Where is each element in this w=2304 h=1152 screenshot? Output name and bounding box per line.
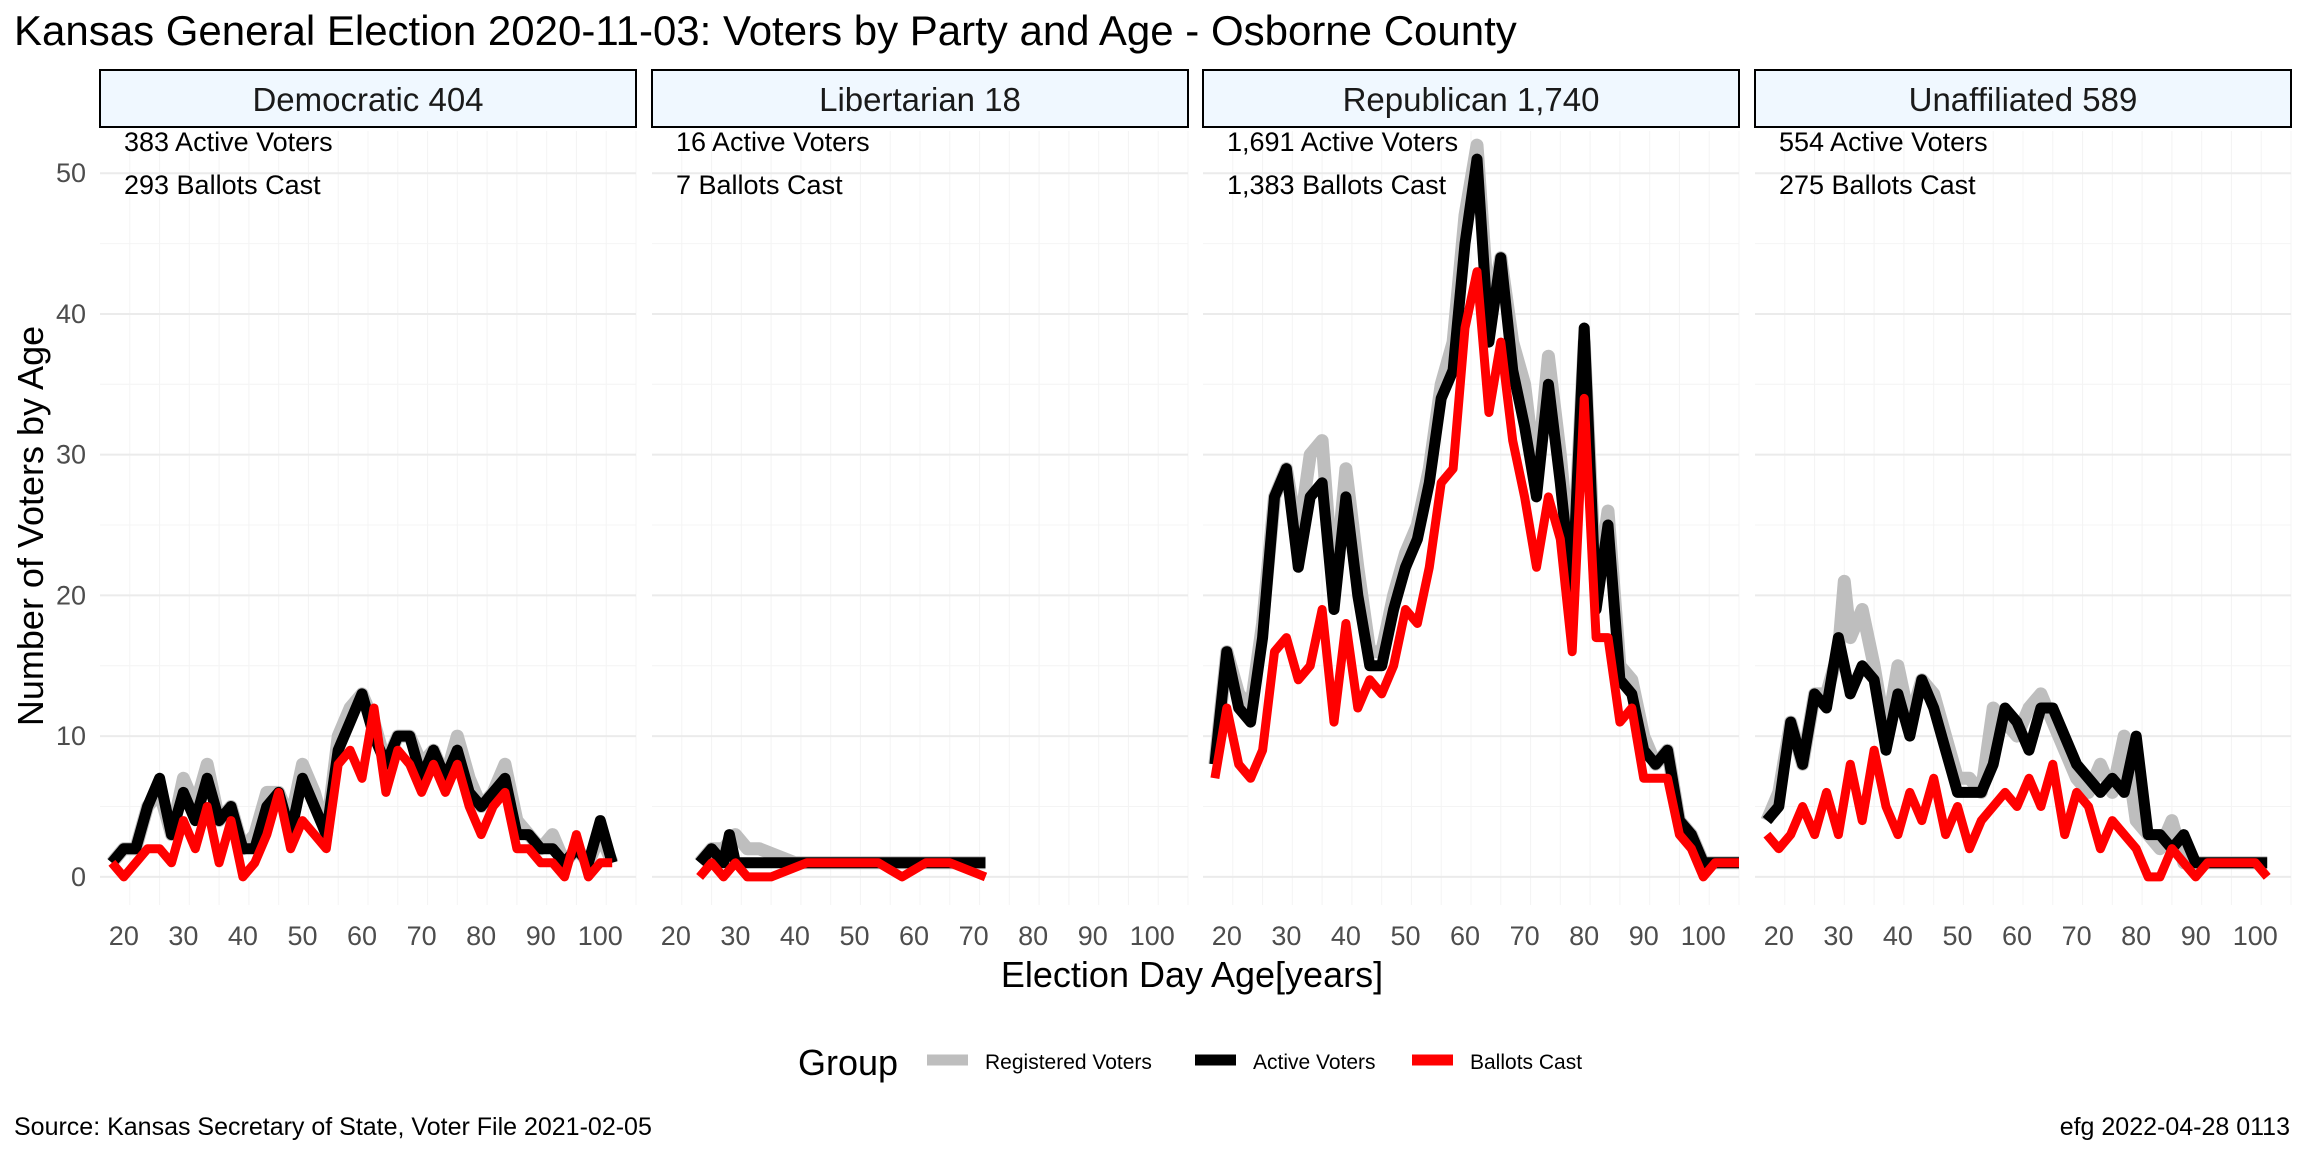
source-note: Source: Kansas Secretary of State, Voter… — [14, 1113, 652, 1141]
y-tick-label: 10 — [56, 721, 86, 751]
x-tick-label: 30 — [1271, 921, 1301, 951]
x-tick-label: 70 — [2062, 921, 2092, 951]
x-tick-label: 90 — [526, 921, 556, 951]
x-tick-label: 80 — [2121, 921, 2151, 951]
panel-annotation: 16 Active Voters — [676, 127, 870, 157]
x-tick-label: 80 — [466, 921, 496, 951]
x-tick-label: 50 — [287, 921, 317, 951]
timestamp-note: efg 2022-04-28 0113 — [2060, 1113, 2290, 1141]
x-tick-label: 40 — [1331, 921, 1361, 951]
x-tick-label: 50 — [839, 921, 869, 951]
x-tick-label: 30 — [168, 921, 198, 951]
x-tick-label: 100 — [2233, 921, 2278, 951]
x-tick-label: 80 — [1569, 921, 1599, 951]
panel-annotation: 1,691 Active Voters — [1227, 127, 1458, 157]
x-tick-label: 50 — [1390, 921, 1420, 951]
legend-entry-label: Active Voters — [1253, 1051, 1376, 1074]
x-tick-label: 20 — [1764, 921, 1794, 951]
panel-annotation: 293 Ballots Cast — [124, 170, 321, 200]
x-tick-label: 60 — [899, 921, 929, 951]
x-tick-label: 30 — [1823, 921, 1853, 951]
x-tick-label: 100 — [1130, 921, 1175, 951]
x-tick-label: 40 — [780, 921, 810, 951]
panel-annotation: 275 Ballots Cast — [1779, 170, 1976, 200]
facet-strip — [99, 69, 637, 128]
series-line — [108, 703, 613, 882]
x-tick-label: 70 — [959, 921, 989, 951]
series-line — [1762, 632, 2268, 869]
series-line — [1209, 153, 1739, 869]
x-tick-label: 60 — [2002, 921, 2032, 951]
y-tick-label: 20 — [56, 580, 86, 610]
x-axis-label: Election Day Age[years] — [1001, 954, 1383, 995]
legend-entry-label: Ballots Cast — [1470, 1051, 1582, 1074]
legend-key — [925, 1044, 970, 1077]
panel-annotation: 1,383 Ballots Cast — [1227, 170, 1447, 200]
x-tick-label: 40 — [1883, 921, 1913, 951]
facet-strip-label: Libertarian 18 — [819, 81, 1021, 118]
facet-strip — [1754, 69, 2292, 128]
facet-panel: Republican 1,740 1,691 Active Voters 1,383… — [1202, 69, 1740, 951]
x-tick-label: 20 — [1212, 921, 1242, 951]
series-line — [1210, 267, 1739, 882]
x-tick-label: 90 — [1629, 921, 1659, 951]
series-line — [1763, 745, 2271, 882]
series-line — [107, 688, 618, 869]
facet-strip-label: Democratic 404 — [252, 81, 483, 118]
x-tick-label: 100 — [578, 921, 623, 951]
grid — [652, 131, 1189, 905]
x-tick-label: 20 — [661, 921, 691, 951]
panels: Democratic 404 383 Active Voters 293 Ballo… — [56, 69, 2292, 951]
panel-annotation: 554 Active Voters — [1779, 127, 1988, 157]
x-tick-label: 90 — [1078, 921, 1108, 951]
y-tick-label: 0 — [71, 862, 86, 892]
y-tick-label: 40 — [56, 299, 86, 329]
x-tick-label: 30 — [720, 921, 750, 951]
x-tick-label: 100 — [1681, 921, 1726, 951]
x-tick-label: 60 — [1450, 921, 1480, 951]
x-tick-label: 70 — [407, 921, 437, 951]
chart-title: Kansas General Election 2020-11-03: Vote… — [14, 7, 1517, 54]
x-tick-label: 20 — [109, 921, 139, 951]
grid — [1203, 131, 1740, 905]
facet-strip-label: Unaffiliated 589 — [1909, 81, 2138, 118]
legend: Group Registered Voters Active Voters Ball… — [798, 1042, 1582, 1083]
legend-key — [1193, 1044, 1238, 1077]
panel-annotation: 7 Ballots Cast — [676, 170, 843, 200]
panel-annotation: 383 Active Voters — [124, 127, 333, 157]
facet-strip — [651, 69, 1189, 128]
x-tick-label: 50 — [1942, 921, 1972, 951]
x-tick-label: 90 — [2181, 921, 2211, 951]
x-tick-label: 80 — [1018, 921, 1048, 951]
legend-entry-label: Registered Voters — [985, 1051, 1152, 1074]
facet-panel: Libertarian 18 16 Active Voters 7 Ballots … — [651, 69, 1189, 951]
y-axis-label: Number of Voters by Age — [10, 326, 51, 726]
facet-strip-label: Republican 1,740 — [1343, 81, 1600, 118]
x-tick-label: 70 — [1510, 921, 1540, 951]
y-tick-label: 50 — [56, 158, 86, 188]
x-tick-label: 60 — [347, 921, 377, 951]
legend-key — [1410, 1044, 1455, 1077]
facet-panel: Unaffiliated 589 554 Active Voters 275 Bal… — [1754, 69, 2292, 951]
y-tick-label: 30 — [56, 440, 86, 470]
facet-panel: Democratic 404 383 Active Voters 293 Ballo… — [99, 69, 637, 951]
series-line — [696, 858, 988, 882]
x-tick-label: 40 — [228, 921, 258, 951]
grid — [100, 131, 637, 905]
facet-strip — [1202, 69, 1740, 128]
legend-title: Group — [798, 1042, 898, 1083]
grid — [1755, 131, 2292, 905]
